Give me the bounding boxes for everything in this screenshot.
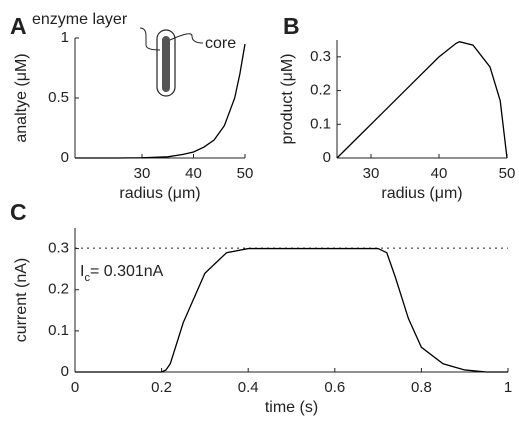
x-tick-label: 0.6 [324,379,345,396]
annotation: Ic= 0.301nA [80,263,164,284]
x-tick-label: 40 [185,165,202,182]
x-tick-label: 1 [504,379,512,396]
x-axis-label: radius (μm) [381,185,462,202]
line [75,43,246,159]
y-tick-label: 0.1 [48,322,69,339]
x-tick-label: 0.8 [411,379,432,396]
y-tick-label: 0.1 [310,115,331,132]
x-axis-label: radius (μm) [119,185,200,202]
x-tick-label: 40 [431,165,448,182]
panel-label: A [10,13,27,39]
y-axis-label: current (nA) [13,258,30,342]
electrode-inset [139,27,204,97]
x-tick-label: 0.2 [151,379,172,396]
y-tick-label: 0 [61,149,69,166]
x-tick-label: 30 [134,165,151,182]
x-tick-label: 0 [71,379,79,396]
x-axis-label: time (s) [265,399,318,416]
y-tick-label: 0.2 [310,82,331,99]
y-tick-label: 0 [323,149,331,166]
x-tick-label: 30 [363,165,380,182]
x-tick-label: 50 [499,165,516,182]
line [336,40,508,159]
y-tick-label: 0 [61,363,69,380]
y-tick-label: 0.2 [48,281,69,298]
panel-label: C [10,199,27,225]
y-tick-label: 0.5 [48,89,69,106]
panel-label: B [283,13,300,39]
y-tick-label: 0.3 [310,48,331,65]
x-tick-label: 0.4 [238,379,259,396]
y-tick-label: 0.3 [48,240,69,257]
annotation: core [205,35,236,52]
y-axis-label: analtye (μM) [13,53,30,142]
line [75,247,508,373]
x-tick-label: 50 [237,165,254,182]
annotation: enzyme layer [32,11,128,28]
y-tick-label: 1 [61,29,69,46]
y-axis-label: product (μM) [279,53,296,144]
